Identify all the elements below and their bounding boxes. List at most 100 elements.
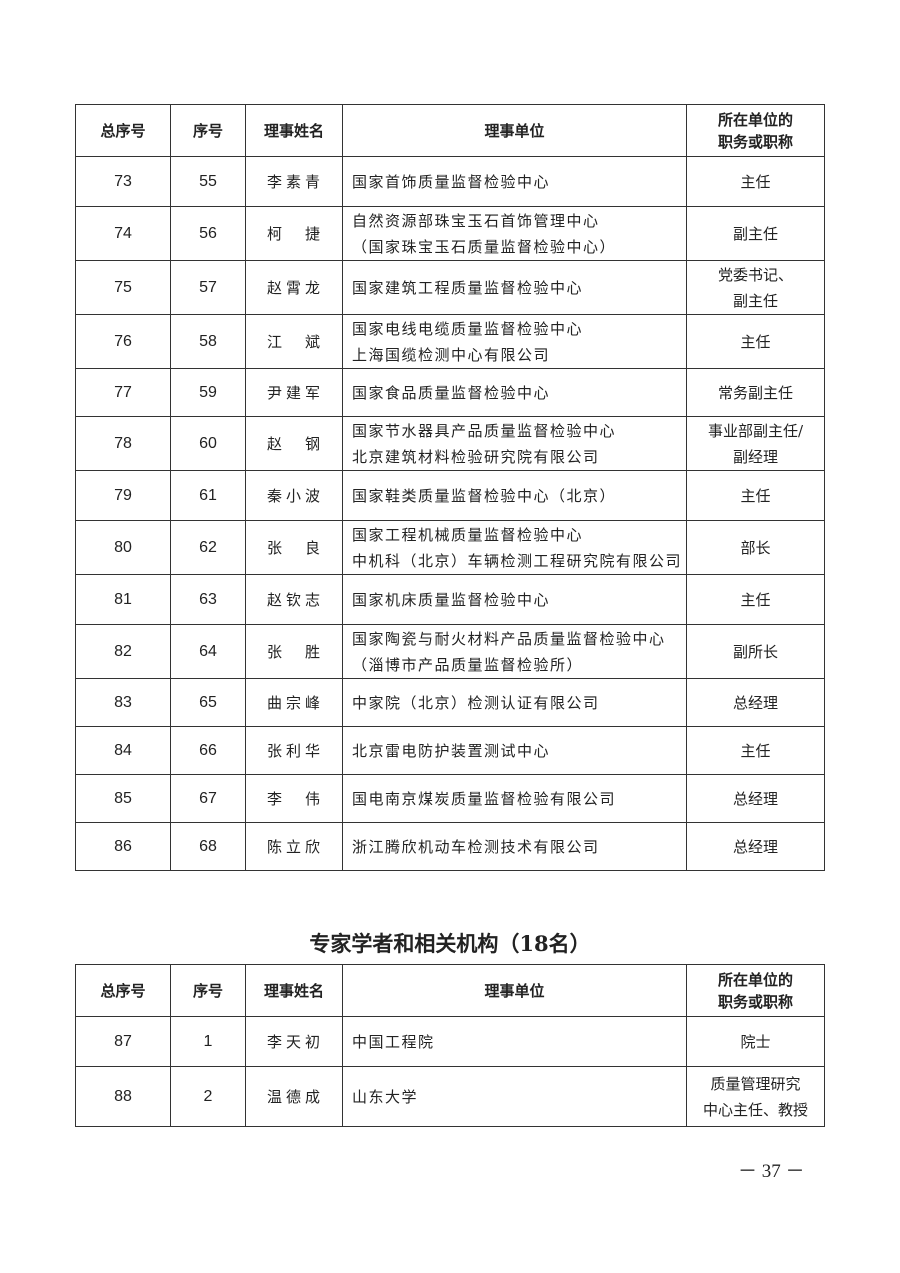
sequence-cell: 55 bbox=[170, 156, 246, 207]
sequence-cell: 1 bbox=[170, 1016, 246, 1067]
position-line: 主任 bbox=[740, 590, 771, 609]
position-cell: 主任 bbox=[686, 156, 825, 207]
column-header: 所在单位的 职务或职称 bbox=[686, 104, 825, 157]
unit-line: 国家工程机械质量监督检验中心 bbox=[352, 525, 584, 544]
sequence-cell: 63 bbox=[170, 574, 246, 625]
member-name: 张利华 bbox=[267, 741, 321, 760]
table-row: 74 56 柯捷 自然资源部珠宝玉石首饰管理中心 （国家珠宝玉石质量监督检验中心） 副主任 bbox=[75, 206, 825, 261]
member-name: 赵霄龙 bbox=[267, 278, 321, 297]
total-number-cell: 77 bbox=[75, 368, 171, 417]
table-row: 80 62 张良 国家工程机械质量监督检验中心 中机科（北京）车辆检测工程研究院有限公司… bbox=[75, 520, 825, 575]
unit-line: 中家院（北京）检测认证有限公司 bbox=[352, 693, 600, 712]
unit-line: 国家食品质量监督检验中心 bbox=[352, 383, 551, 402]
unit-cell: 国家陶瓷与耐火材料产品质量监督检验中心 （淄博市产品质量监督检验所） bbox=[342, 624, 687, 679]
column-header: 理事单位 bbox=[342, 104, 687, 157]
member-name: 柯捷 bbox=[267, 224, 321, 243]
position-cell: 主任 bbox=[686, 574, 825, 625]
table-row: 87 1 李天初 中国工程院 院士 bbox=[75, 1016, 825, 1067]
position-line: 主任 bbox=[740, 172, 771, 191]
position-line: 主任 bbox=[740, 332, 771, 351]
position-line: 质量管理研究 bbox=[710, 1074, 801, 1093]
column-header: 所在单位的职务或职称 bbox=[686, 964, 825, 1017]
member-name: 李伟 bbox=[267, 789, 321, 808]
unit-cell: 国家节水器具产品质量监督检验中心 北京建筑材料检验研究院有限公司 bbox=[342, 416, 687, 471]
sequence-cell: 61 bbox=[170, 470, 246, 521]
column-header-text: 理事单位 bbox=[484, 121, 545, 140]
name-cell: 尹建军 bbox=[245, 368, 343, 417]
table-row: 81 63 赵钦志 国家机床质量监督检验中心 主任 bbox=[75, 574, 825, 625]
position-cell: 总经理 bbox=[686, 774, 825, 823]
unit-line: 国家首饰质量监督检验中心 bbox=[352, 172, 551, 191]
sequence-cell: 60 bbox=[170, 416, 246, 471]
column-header-text: 总序号 bbox=[100, 981, 146, 1000]
unit-cell: 国家建筑工程质量监督检验中心 bbox=[342, 260, 687, 315]
name-cell: 张胜 bbox=[245, 624, 343, 679]
name-cell: 李天初 bbox=[245, 1016, 343, 1067]
name-cell: 江斌 bbox=[245, 314, 343, 369]
name-cell: 温德成 bbox=[245, 1066, 343, 1127]
unit-cell: 自然资源部珠宝玉石首饰管理中心 （国家珠宝玉石质量监督检验中心） bbox=[342, 206, 687, 261]
unit-line: 中国工程院 bbox=[352, 1032, 435, 1051]
unit-line: 国家机床质量监督检验中心 bbox=[352, 590, 551, 609]
name-cell: 秦小波 bbox=[245, 470, 343, 521]
member-name: 张良 bbox=[267, 538, 321, 557]
member-name: 温德成 bbox=[267, 1087, 321, 1106]
column-header: 理事姓名 bbox=[245, 964, 343, 1017]
column-header: 理事单位 bbox=[342, 964, 687, 1017]
table-row: 79 61 秦小波 国家鞋类质量监督检验中心（北京） 主任 bbox=[75, 470, 825, 521]
column-header-text: 理事单位 bbox=[484, 981, 545, 1000]
total-number-cell: 85 bbox=[75, 774, 171, 823]
position-cell: 主任 bbox=[686, 726, 825, 775]
total-number-cell: 73 bbox=[75, 156, 171, 207]
unit-line: 自然资源部珠宝玉石首饰管理中心 bbox=[352, 211, 600, 230]
total-number-cell: 79 bbox=[75, 470, 171, 521]
unit-cell: 国家机床质量监督检验中心 bbox=[342, 574, 687, 625]
name-cell: 赵钢 bbox=[245, 416, 343, 471]
unit-cell: 浙江腾欣机动车检测技术有限公司 bbox=[342, 822, 687, 871]
position-cell: 院士 bbox=[686, 1016, 825, 1067]
member-name: 李天初 bbox=[267, 1032, 321, 1051]
table-row: 83 65 曲宗峰 中家院（北京）检测认证有限公司 总经理 bbox=[75, 678, 825, 727]
unit-line: 国家陶瓷与耐火材料产品质量监督检验中心 bbox=[352, 629, 666, 648]
total-number-cell: 75 bbox=[75, 260, 171, 315]
unit-cell: 北京雷电防护装置测试中心 bbox=[342, 726, 687, 775]
unit-cell: 国家工程机械质量监督检验中心 中机科（北京）车辆检测工程研究院有限公司 bbox=[342, 520, 687, 575]
unit-line: 山东大学 bbox=[352, 1087, 419, 1106]
column-header-text: 职务或职称 bbox=[717, 992, 793, 1011]
name-cell: 张良 bbox=[245, 520, 343, 575]
unit-line: 国家建筑工程质量监督检验中心 bbox=[352, 278, 584, 297]
unit-cell: 国家首饰质量监督检验中心 bbox=[342, 156, 687, 207]
column-header-text: 总序号 bbox=[100, 121, 146, 140]
name-cell: 曲宗峰 bbox=[245, 678, 343, 727]
table-row: 84 66 张利华 北京雷电防护装置测试中心 主任 bbox=[75, 726, 825, 775]
position-line: 总经理 bbox=[732, 837, 778, 856]
position-line: 副主任 bbox=[732, 224, 778, 243]
unit-line: （淄博市产品质量监督检验所） bbox=[352, 655, 584, 674]
unit-cell: 国家食品质量监督检验中心 bbox=[342, 368, 687, 417]
page-number: － 37 － bbox=[738, 1161, 805, 1182]
total-number-cell: 84 bbox=[75, 726, 171, 775]
name-cell: 赵钦志 bbox=[245, 574, 343, 625]
table-row: 75 57 赵霄龙 国家建筑工程质量监督检验中心 党委书记、 副主任 bbox=[75, 260, 825, 315]
position-cell: 质量管理研究 中心主任、教授 bbox=[686, 1066, 825, 1127]
council-table-1: 总序号 序号 理事姓名 理事单位 所在单位的 职务或职称 73 55 李素青 国家首饰质量监督检… bbox=[75, 104, 825, 871]
column-header-text: 职务或职称 bbox=[717, 132, 793, 151]
total-number-cell: 82 bbox=[75, 624, 171, 679]
unit-cell: 山东大学 bbox=[342, 1066, 687, 1127]
unit-line: 国电南京煤炭质量监督检验有限公司 bbox=[352, 789, 617, 808]
position-line: 总经理 bbox=[732, 693, 778, 712]
position-cell: 总经理 bbox=[686, 678, 825, 727]
unit-line: 上海国缆检测中心有限公司 bbox=[352, 345, 551, 364]
unit-cell: 中家院（北京）检测认证有限公司 bbox=[342, 678, 687, 727]
position-line: 事业部副主任/ bbox=[707, 421, 804, 440]
position-line: 副经理 bbox=[732, 447, 778, 466]
column-header-text: 所在单位的 bbox=[717, 970, 793, 989]
sequence-cell: 68 bbox=[170, 822, 246, 871]
member-name: 曲宗峰 bbox=[267, 693, 321, 712]
position-cell: 副所长 bbox=[686, 624, 825, 679]
table-row: 77 59 尹建军 国家食品质量监督检验中心 常务副主任 bbox=[75, 368, 825, 417]
table-row: 85 67 李伟 国电南京煤炭质量监督检验有限公司 总经理 bbox=[75, 774, 825, 823]
total-number-cell: 76 bbox=[75, 314, 171, 369]
position-line: 总经理 bbox=[732, 789, 778, 808]
unit-line: （国家珠宝玉石质量监督检验中心） bbox=[352, 237, 617, 256]
